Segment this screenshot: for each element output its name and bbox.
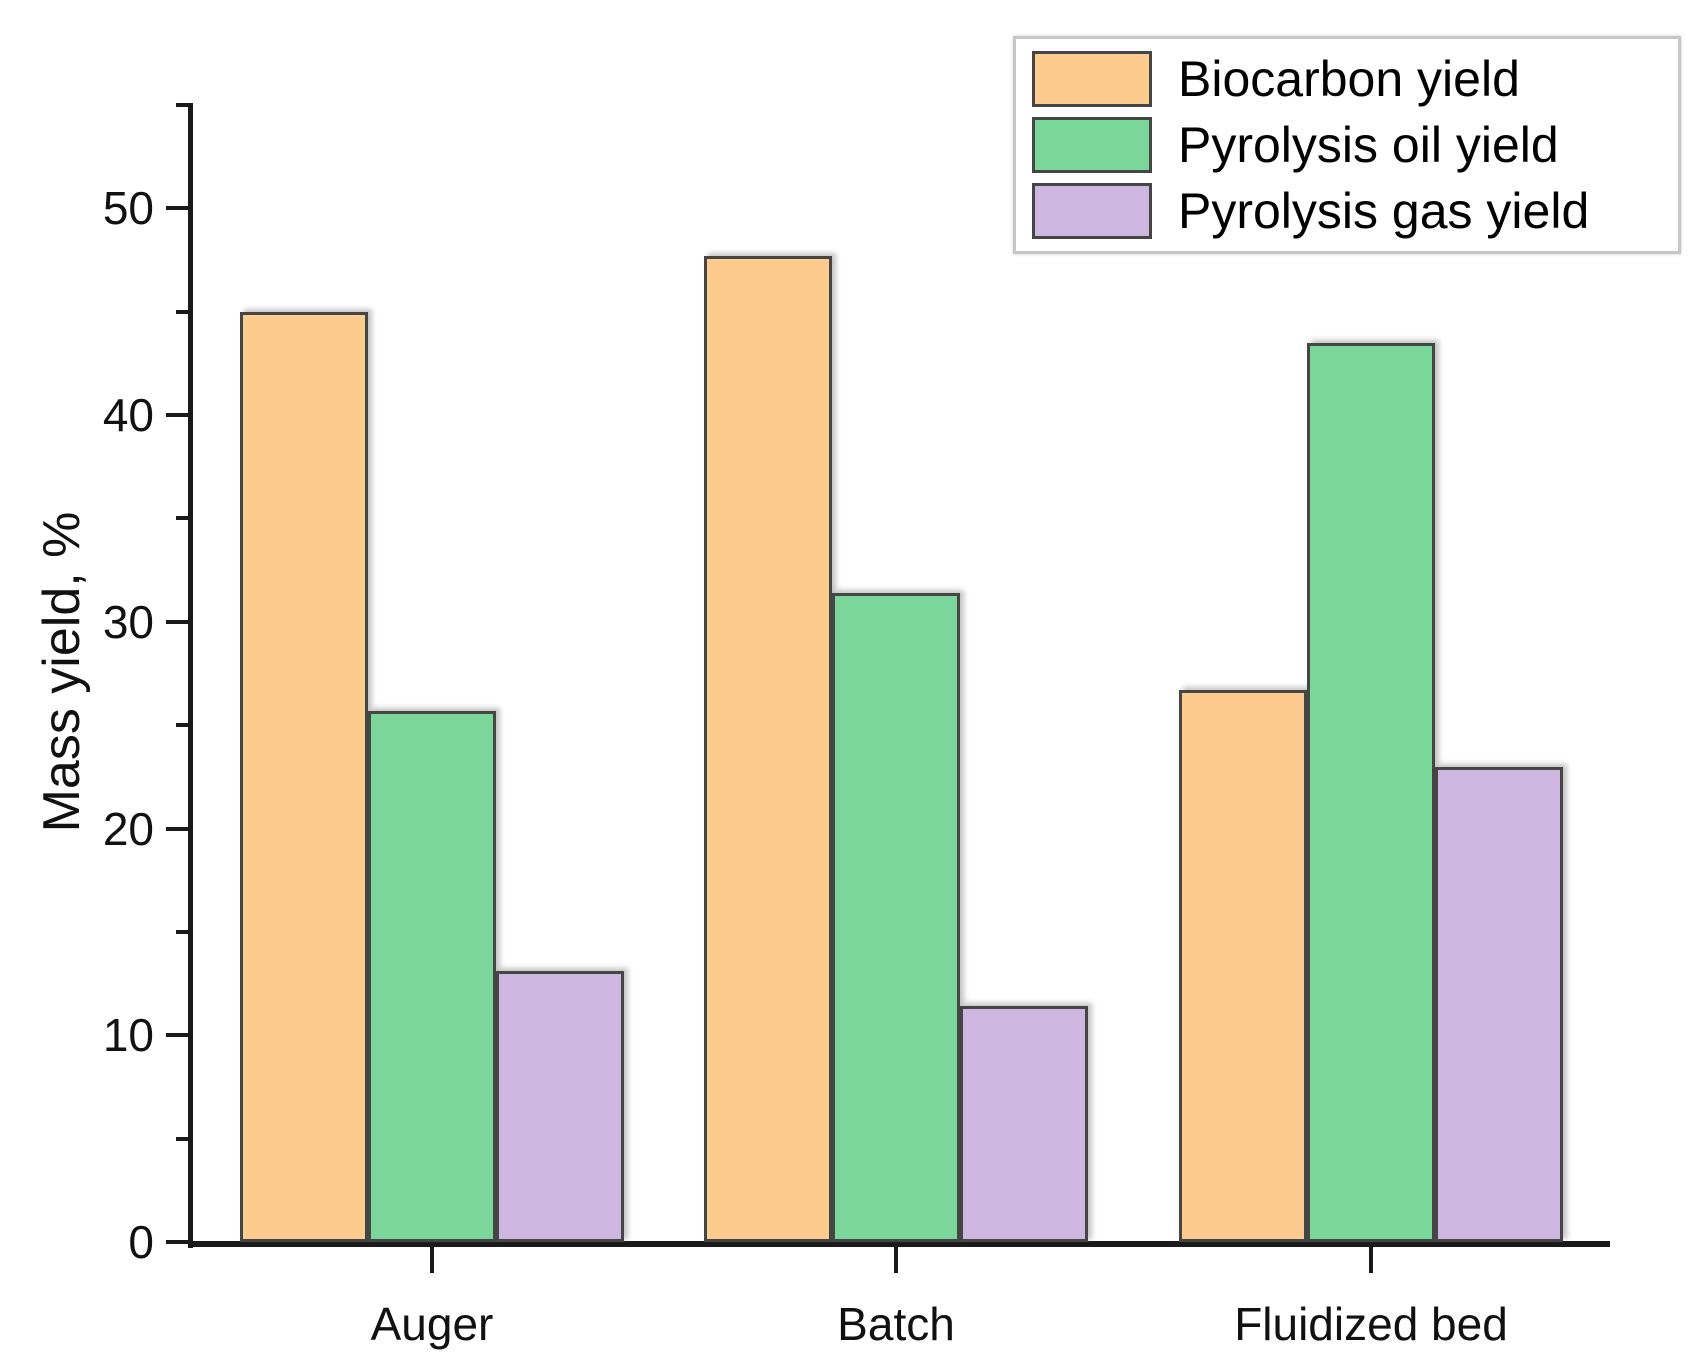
y-axis-line bbox=[188, 103, 193, 1248]
legend-label: Pyrolysis gas yield bbox=[1178, 183, 1590, 239]
y-minor-tick-35 bbox=[176, 516, 190, 521]
bar-auger-biocarbon-yield bbox=[240, 311, 368, 1242]
y-major-tick-20 bbox=[166, 826, 190, 831]
y-minor-tick-5 bbox=[176, 1136, 190, 1141]
y-tick-label-10: 10 bbox=[102, 1009, 154, 1062]
y-major-tick-30 bbox=[166, 619, 190, 624]
legend-row-pyrolysis-oil-yield: Pyrolysis oil yield bbox=[1032, 115, 1662, 175]
y-tick-label-0: 0 bbox=[128, 1216, 154, 1268]
legend-label: Biocarbon yield bbox=[1178, 51, 1520, 107]
bar-fluidized-bed-pyrolysis-gas-yield bbox=[1435, 766, 1563, 1242]
y-major-tick-10 bbox=[166, 1033, 190, 1038]
bar-auger-pyrolysis-gas-yield bbox=[496, 971, 624, 1242]
legend-label: Pyrolysis oil yield bbox=[1178, 117, 1559, 173]
y-minor-tick-45 bbox=[176, 309, 190, 314]
legend-row-pyrolysis-gas-yield: Pyrolysis gas yield bbox=[1032, 181, 1662, 241]
legend-swatch-biocarbon-yield bbox=[1032, 51, 1152, 107]
legend-swatch-pyrolysis-oil-yield bbox=[1032, 117, 1152, 173]
bar-batch-pyrolysis-gas-yield bbox=[960, 1006, 1088, 1242]
y-minor-tick-25 bbox=[176, 723, 190, 728]
y-tick-label-50: 50 bbox=[102, 182, 154, 235]
legend-swatch-pyrolysis-gas-yield bbox=[1032, 183, 1152, 239]
y-major-tick-0 bbox=[166, 1240, 190, 1244]
x-tick-label-fluidized-bed: Fluidized bed bbox=[1234, 1298, 1508, 1350]
x-tick-batch bbox=[894, 1247, 898, 1273]
y-tick-label-30: 30 bbox=[102, 595, 154, 648]
bar-auger-pyrolysis-oil-yield bbox=[368, 710, 496, 1242]
bar-fluidized-bed-pyrolysis-oil-yield bbox=[1307, 342, 1435, 1242]
x-axis-line bbox=[188, 1241, 1610, 1247]
y-tick-label-40: 40 bbox=[102, 389, 154, 442]
y-axis-title: Mass yield, % bbox=[33, 511, 91, 833]
legend-row-biocarbon-yield: Biocarbon yield bbox=[1032, 49, 1662, 109]
x-tick-fluidized-bed bbox=[1369, 1247, 1373, 1273]
bar-batch-pyrolysis-oil-yield bbox=[832, 592, 960, 1242]
y-tick-label-20: 20 bbox=[102, 802, 154, 855]
x-tick-label-auger: Auger bbox=[370, 1298, 494, 1350]
bar-fluidized-bed-biocarbon-yield bbox=[1179, 690, 1307, 1242]
x-tick-auger bbox=[430, 1247, 434, 1273]
y-major-tick-40 bbox=[166, 413, 190, 418]
x-tick-label-batch: Batch bbox=[837, 1298, 955, 1350]
bar-batch-biocarbon-yield bbox=[704, 255, 832, 1242]
legend: Biocarbon yield Pyrolysis oil yield Pyroly… bbox=[1013, 36, 1681, 254]
y-minor-tick-15 bbox=[176, 929, 190, 934]
y-minor-tick-55 bbox=[176, 103, 190, 107]
y-major-tick-50 bbox=[166, 206, 190, 211]
